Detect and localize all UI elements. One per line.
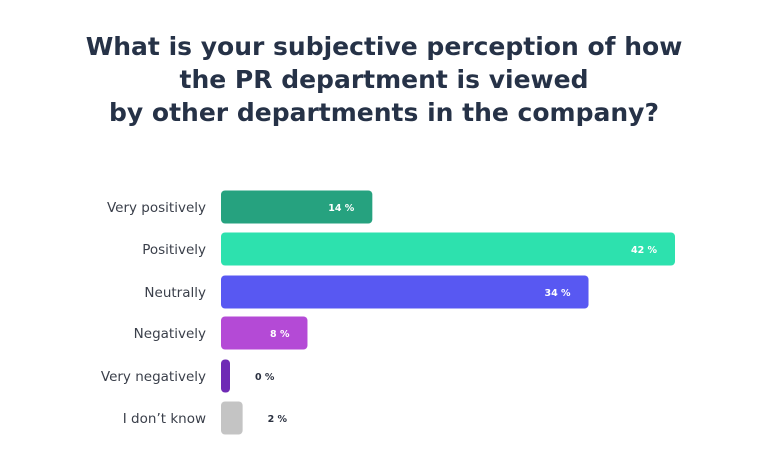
value-label: 2 % <box>268 414 288 425</box>
bar <box>221 316 308 350</box>
value-label: 0 % <box>255 372 275 383</box>
value-label: 34 % <box>544 288 571 299</box>
category-label: Negatively <box>134 326 206 342</box>
value-label: 8 % <box>270 329 290 340</box>
bar <box>221 190 373 224</box>
category-label: Very positively <box>107 200 206 216</box>
bar <box>221 275 589 309</box>
chart-title-line-3: by other departments in the company? <box>109 98 659 127</box>
bar <box>221 401 243 435</box>
chart-title: What is your subjective perception of ho… <box>0 30 768 129</box>
value-label: 14 % <box>328 203 355 214</box>
category-label: I don’t know <box>123 411 206 427</box>
category-label: Very negatively <box>101 369 206 385</box>
category-label: Neutrally <box>144 285 206 301</box>
chart-title-line-1: What is your subjective perception of ho… <box>85 32 683 61</box>
bar <box>221 359 230 393</box>
value-label: 42 % <box>631 245 658 256</box>
category-label: Positively <box>142 242 206 258</box>
chart-title-line-2: the PR department is viewed <box>179 65 589 94</box>
bar <box>221 232 675 266</box>
